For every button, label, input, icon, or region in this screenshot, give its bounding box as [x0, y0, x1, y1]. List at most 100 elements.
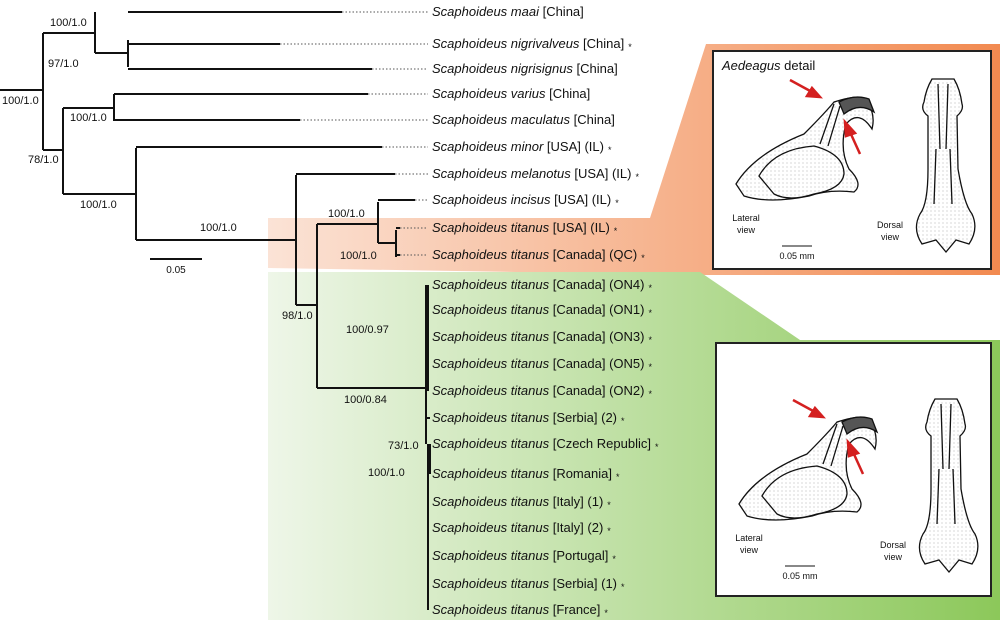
taxon-label: Scaphoideus titanus [Portugal] *	[432, 548, 616, 565]
taxon-name: Scaphoideus titanus	[432, 466, 550, 481]
taxon-label: Scaphoideus minor [USA] (IL) *	[432, 139, 612, 156]
star-marker: *	[613, 226, 618, 236]
taxon-label: Scaphoideus incisus [USA] (IL) *	[432, 192, 619, 209]
support-value: 73/1.0	[388, 440, 419, 452]
aedeagus-drawing	[735, 78, 976, 254]
taxon-name: Scaphoideus titanus	[432, 494, 550, 509]
taxon-locality: [Serbia] (1)	[549, 576, 618, 591]
star-marker: *	[604, 608, 608, 618]
taxon-name: Scaphoideus titanus	[432, 602, 550, 617]
star-marker: *	[648, 362, 652, 372]
taxon-name: Scaphoideus titanus	[432, 436, 550, 451]
aedeagus-inset-green: Lateral view Dorsal view 0.05 mm	[715, 342, 992, 597]
lateral-view-drawing	[738, 416, 879, 521]
taxon-name: Scaphoideus titanus	[432, 220, 550, 235]
taxon-label: Scaphoideus titanus [Canada] (ON3) *	[432, 329, 652, 346]
red-arrow-icon	[792, 398, 865, 475]
star-marker: *	[615, 198, 619, 208]
taxon-name: Scaphoideus melanotus	[432, 166, 571, 181]
taxon-label: Scaphoideus titanus [France] *	[432, 602, 608, 619]
taxon-locality: [Romania]	[549, 466, 612, 481]
taxon-name: Scaphoideus titanus	[432, 383, 550, 398]
star-marker: *	[648, 389, 652, 399]
dorsal-view-drawing	[915, 78, 976, 254]
taxon-locality: [USA] (IL)	[549, 220, 610, 235]
support-value: 100/1.0	[340, 250, 377, 262]
star-marker: *	[648, 308, 652, 318]
lateral-view-label: Lateral view	[732, 213, 760, 235]
support-value: 100/1.0	[200, 222, 237, 234]
support-value: 78/1.0	[28, 154, 59, 166]
support-value: 100/1.0	[80, 199, 117, 211]
taxon-label: Scaphoideus titanus [Serbia] (1) *	[432, 576, 625, 593]
star-marker: *	[648, 283, 652, 293]
support-value: 100/1.0	[368, 467, 405, 479]
taxon-name: Scaphoideus nigrivalveus	[432, 36, 580, 51]
star-marker: *	[654, 442, 659, 452]
taxon-label: Scaphoideus melanotus [USA] (IL) *	[432, 166, 639, 183]
taxon-name: Scaphoideus titanus	[432, 548, 550, 563]
red-arrow-icon	[789, 78, 862, 155]
taxon-label: Scaphoideus titanus [Canada] (ON2) *	[432, 383, 652, 400]
star-marker: *	[612, 554, 616, 564]
taxon-locality: [China]	[538, 4, 584, 19]
taxon-label: Scaphoideus titanus [Serbia] (2) *	[432, 410, 625, 427]
taxon-locality: [Canada] (QC)	[549, 247, 638, 262]
support-value: 100/1.0	[50, 17, 87, 29]
taxon-locality: [Canada] (ON5)	[549, 356, 645, 371]
taxon-label: Scaphoideus titanus [Italy] (1) *	[432, 494, 611, 511]
taxon-locality: [China]	[572, 61, 618, 76]
taxon-name: Scaphoideus maculatus	[432, 112, 571, 127]
taxon-name: Scaphoideus titanus	[432, 302, 550, 317]
star-marker: *	[648, 335, 652, 345]
taxon-label: Scaphoideus varius [China]	[432, 86, 590, 102]
taxon-label: Scaphoideus titanus [Czech Republic] *	[432, 436, 659, 453]
taxon-name: Scaphoideus titanus	[432, 576, 550, 591]
star-marker: *	[607, 526, 611, 536]
taxon-name: Scaphoideus incisus	[432, 192, 551, 207]
taxon-name: Scaphoideus varius	[432, 86, 546, 101]
star-marker: *	[635, 172, 639, 182]
taxon-label: Scaphoideus titanus [Canada] (ON1) *	[432, 302, 652, 319]
taxon-label: Scaphoideus titanus [Romania] *	[432, 466, 619, 483]
taxon-locality: [USA] (IL)	[570, 166, 632, 181]
star-marker: *	[615, 472, 620, 482]
star-marker: *	[621, 582, 625, 592]
taxon-name: Scaphoideus titanus	[432, 410, 550, 425]
taxon-label: Scaphoideus titanus [Canada] (QC) *	[432, 247, 645, 264]
support-value: 100/1.0	[2, 95, 39, 107]
support-value: 100/0.97	[346, 324, 389, 336]
taxon-locality: [Czech Republic]	[549, 436, 651, 451]
taxon-locality: [France]	[549, 602, 601, 617]
taxon-name: Scaphoideus titanus	[432, 356, 550, 371]
taxon-locality: [USA] (IL)	[550, 192, 612, 207]
taxon-label: Scaphoideus titanus [Canada] (ON5) *	[432, 356, 652, 373]
taxon-locality: [USA] (IL)	[543, 139, 604, 154]
taxon-name: Scaphoideus titanus	[432, 520, 550, 535]
taxon-label: Scaphoideus maai [China]	[432, 4, 584, 20]
star-marker: *	[607, 500, 611, 510]
taxon-locality: [Canada] (ON4)	[549, 277, 645, 292]
dorsal-view-label: Dorsal view	[879, 540, 906, 562]
inset-scale-label: 0.05 mm	[779, 251, 815, 261]
aedeagus-inset-orange: Aedeagus detail Lateral view Dorsal view 0…	[712, 50, 992, 270]
star-marker: *	[607, 145, 612, 155]
taxon-name: Scaphoideus titanus	[432, 247, 550, 262]
taxon-label: Scaphoideus titanus [USA] (IL) *	[432, 220, 617, 237]
lateral-view-drawing	[735, 96, 876, 201]
taxon-locality: [Canada] (ON2)	[549, 383, 645, 398]
support-value: 100/1.0	[70, 112, 107, 124]
star-marker: *	[641, 253, 645, 263]
taxon-name: Scaphoideus minor	[432, 139, 544, 154]
support-value: 100/0.84	[344, 394, 387, 406]
taxon-label: Scaphoideus maculatus [China]	[432, 112, 615, 128]
taxon-locality: [China]	[545, 86, 591, 101]
taxon-label: Scaphoideus titanus [Canada] (ON4) *	[432, 277, 652, 294]
dorsal-view-drawing	[918, 398, 979, 574]
taxon-name: Scaphoideus nigrisignus	[432, 61, 573, 76]
taxon-name: Scaphoideus titanus	[432, 329, 550, 344]
taxon-locality: [Canada] (ON1)	[549, 302, 645, 317]
taxon-locality: [China]	[570, 112, 615, 127]
taxon-name: Scaphoideus titanus	[432, 277, 550, 292]
